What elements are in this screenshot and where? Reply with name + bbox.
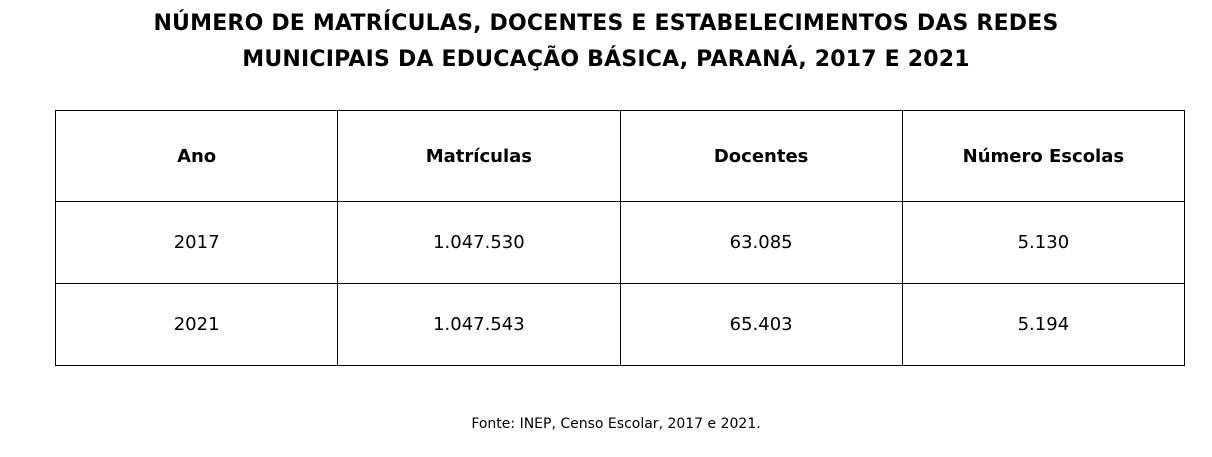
cell-docentes: 65.403: [619, 283, 903, 366]
cell-ano: 2021: [54, 283, 339, 366]
document-title: NÚMERO DE MATRÍCULAS, DOCENTES E ESTABEL…: [0, 6, 1212, 78]
header-matriculas: Matrículas: [337, 110, 621, 202]
data-table: Ano Matrículas Docentes Número Escolas 2…: [54, 110, 1186, 366]
cell-numero-escolas: 5.194: [901, 283, 1186, 366]
header-ano: Ano: [54, 110, 339, 202]
table-row: 2017 1.047.530 63.085 5.130: [54, 201, 1186, 284]
cell-ano: 2017: [54, 201, 339, 284]
cell-numero-escolas: 5.130: [901, 201, 1186, 284]
cell-matriculas: 1.047.530: [337, 201, 621, 284]
header-numero-escolas: Número Escolas: [901, 110, 1186, 202]
title-line-2: MUNICIPAIS DA EDUCAÇÃO BÁSICA, PARANÁ, 2…: [242, 47, 970, 72]
cell-matriculas: 1.047.543: [337, 283, 621, 366]
table-row: 2021 1.047.543 65.403 5.194: [54, 283, 1186, 366]
header-docentes: Docentes: [619, 110, 903, 202]
table-header-row: Ano Matrículas Docentes Número Escolas: [54, 110, 1186, 202]
source-note: Fonte: INEP, Censo Escolar, 2017 e 2021.: [471, 416, 761, 432]
title-line-1: NÚMERO DE MATRÍCULAS, DOCENTES E ESTABEL…: [153, 11, 1059, 36]
cell-docentes: 63.085: [619, 201, 903, 284]
